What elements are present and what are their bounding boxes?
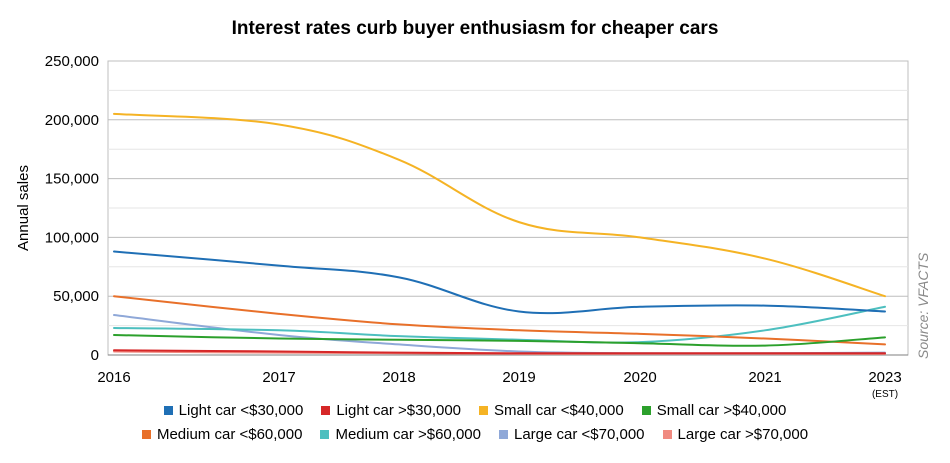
- legend-item: Small car <$40,000: [479, 402, 624, 419]
- x-tick-label: 2023: [868, 369, 901, 386]
- legend-item: Light car <$30,000: [163, 401, 304, 419]
- series-line-medium-car-60-000: [113, 295, 886, 346]
- legend-swatch: [163, 405, 173, 415]
- legend-label: Large car <$70,000: [513, 425, 645, 443]
- y-tick-label: 50,000: [53, 288, 99, 305]
- legend-swatch: [662, 429, 672, 439]
- legend-label: Light car >$30,000: [336, 401, 462, 419]
- legend-label: Small car >$40,000: [656, 401, 787, 419]
- x-tick-sublabel: (EST): [872, 389, 898, 400]
- y-tick-label: 150,000: [45, 171, 99, 188]
- series-line-light-car-30-000: [113, 250, 886, 315]
- legend-row: Medium car <$60,000 Medium car >$60,000 La…: [0, 422, 950, 446]
- legend-label: Medium car >$60,000: [335, 425, 481, 443]
- legend: Light car <$30,000 Light car >$30,000 Smal…: [0, 398, 950, 446]
- series-line-large-car-70-000: [113, 314, 886, 355]
- y-tick-label: 250,000: [45, 53, 99, 70]
- legend-swatch: [479, 405, 489, 415]
- x-tick-label: 2016: [97, 369, 130, 386]
- x-tick-label: 2019: [502, 369, 535, 386]
- legend-swatch: [320, 429, 330, 439]
- legend-item: Large car <$70,000: [498, 425, 645, 443]
- y-tick-label: 100,000: [45, 229, 99, 246]
- y-tick-label: 0: [91, 347, 99, 364]
- legend-item: Small car >$40,000: [641, 401, 787, 419]
- legend-item: Light car >$30,000: [321, 402, 461, 419]
- source-note: Source: VFACTS: [915, 252, 931, 359]
- x-tick-label: 2020: [623, 369, 656, 386]
- grid-layer: [107, 60, 909, 356]
- legend-item: Medium car >$60,000: [320, 426, 481, 443]
- legend-label: Light car <$30,000: [178, 401, 304, 419]
- series-line-small-car-40-000: [113, 334, 886, 347]
- legend-label: Medium car <$60,000: [156, 425, 303, 443]
- legend-row: Light car <$30,000 Light car >$30,000 Smal…: [0, 398, 950, 422]
- legend-swatch: [498, 429, 508, 439]
- legend-item: Medium car <$60,000: [141, 425, 303, 443]
- series-line-medium-car-60-000: [113, 305, 886, 344]
- legend-swatch: [641, 405, 651, 415]
- legend-swatch: [141, 429, 151, 439]
- axis-layer: 0 50,000 100,000 150,000 200,000 250,000 2016 2…: [45, 53, 908, 400]
- series-line-small-car-40-000: [113, 112, 886, 298]
- y-axis-label: Annual sales: [15, 165, 32, 251]
- legend-label: Small car <$40,000: [494, 401, 624, 419]
- x-tick-label: 2017: [262, 369, 295, 386]
- series-line-light-car-30-000: [113, 349, 886, 355]
- series-layer: [113, 112, 886, 355]
- x-tick-label: 2021: [748, 369, 781, 386]
- x-tick-label: 2018: [382, 369, 415, 386]
- legend-label: Large car >$70,000: [677, 425, 809, 443]
- legend-swatch: [321, 405, 331, 415]
- chart-title: Interest rates curb buyer enthusiasm for…: [231, 18, 719, 39]
- y-tick-label: 200,000: [45, 112, 99, 129]
- legend-item: Large car >$70,000: [662, 425, 809, 443]
